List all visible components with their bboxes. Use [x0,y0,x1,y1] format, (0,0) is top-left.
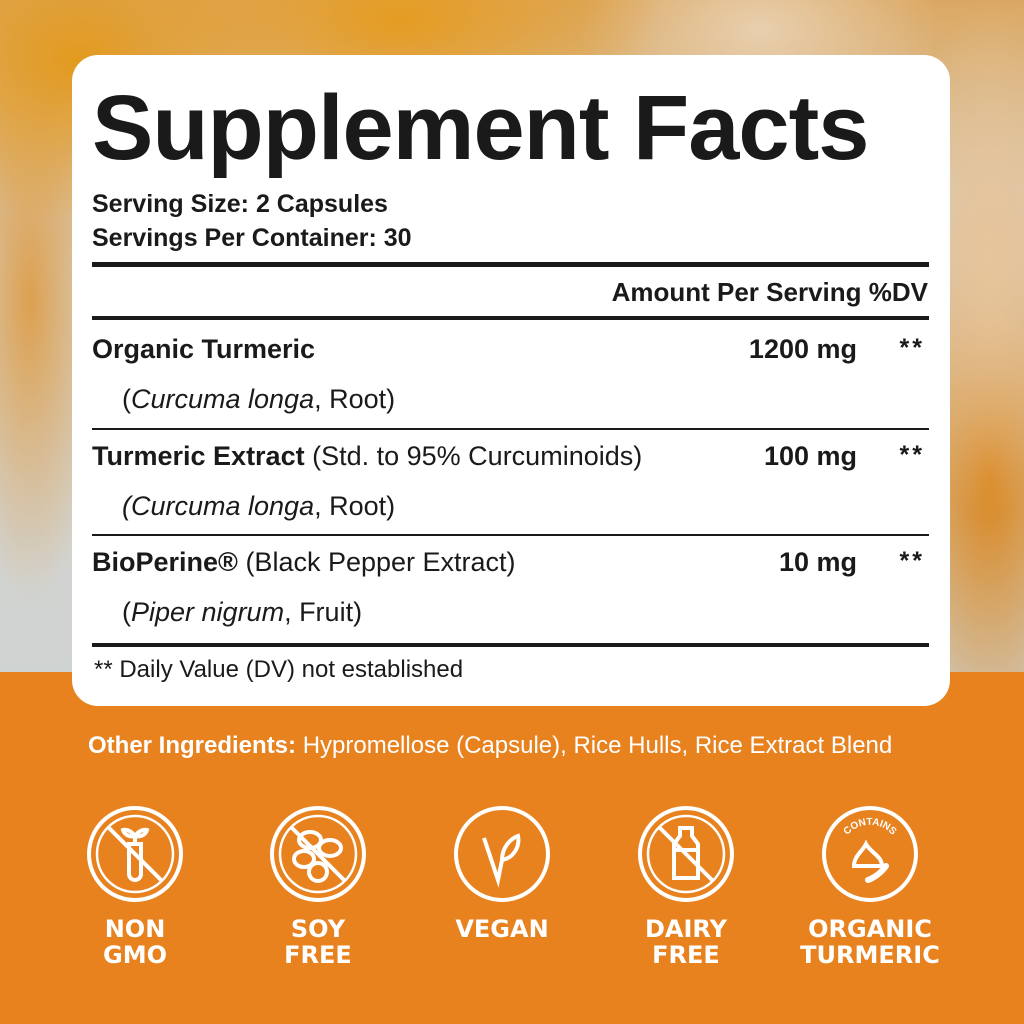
ingredient-source: (Curcuma longa, Root) [122,384,396,414]
other-ingredients: Other Ingredients: Hypromellose (Capsule… [88,732,893,759]
dairy-free-icon [638,806,734,902]
badge-organic-turmeric: CONTAINS ORGANIC TURMERIC [780,804,960,968]
badge-label: ORGANIC [808,915,932,943]
organic-turmeric-icon: CONTAINS [822,806,918,902]
badge-label: TURMERIC [800,941,940,969]
supplement-facts-panel [72,55,950,706]
ingredient-amount: 10 mg [778,547,857,577]
ingredient-dv: ** [899,547,925,575]
servings-per-container: Servings Per Container: 30 [92,224,412,252]
badge-label: NON [104,915,166,943]
ingredient-amount: 100 mg [763,441,857,471]
row-divider [92,428,929,430]
badge-label: DAIRY [645,915,727,943]
ingredient-name: BioPerine® (Black Pepper Extract) [92,547,516,577]
row-divider [92,534,929,536]
footnote: ** Daily Value (DV) not established [94,656,464,683]
badge-non-gmo: NON GMO [45,804,225,968]
badge-label: FREE [284,941,352,969]
thick-divider [92,316,929,320]
ingredient-name: Organic Turmeric [92,334,316,364]
non-gmo-icon [87,806,183,902]
soy-free-icon [270,806,366,902]
badge-label: GMO [103,941,167,969]
badge-label: SOY [290,915,346,943]
ingredient-source: (Piper nigrum, Fruit) [122,597,363,627]
dv-header: %DV [868,277,928,307]
badge-dairy-free: DAIRY FREE [596,804,776,968]
thick-divider [92,262,929,267]
amount-header: Amount Per Serving [611,277,862,307]
serving-size: Serving Size: 2 Capsules [92,190,388,218]
ingredient-name: Turmeric Extract (Std. to 95% Curcuminoi… [92,441,643,471]
ingredient-dv: ** [899,441,925,469]
svg-text:CONTAINS: CONTAINS [842,817,899,838]
column-header: Amount Per Serving %DV [612,277,928,308]
ingredient-source: (Curcuma longa, Root) [122,491,396,521]
badge-label: VEGAN [455,915,549,943]
badge-label: FREE [652,941,720,969]
vegan-icon [454,806,550,902]
thick-divider [92,643,929,647]
badge-soy-free: SOY FREE [228,804,408,968]
ingredient-amount: 1200 mg [748,334,857,364]
badge-vegan: VEGAN [412,804,592,942]
panel-title: Supplement Facts [92,77,869,179]
ingredient-dv: ** [899,334,925,362]
